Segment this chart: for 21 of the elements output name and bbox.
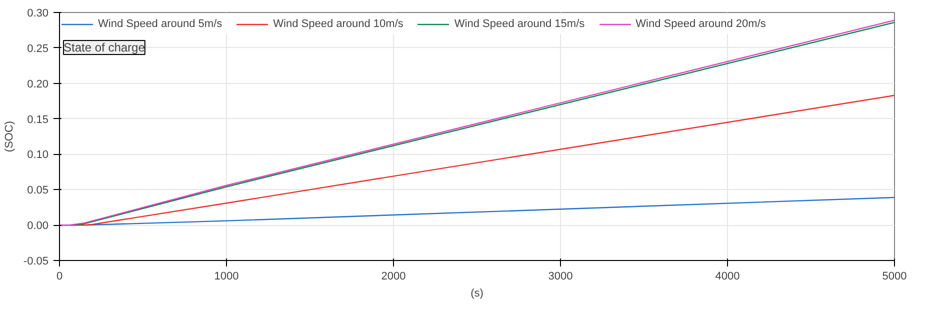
y-tick-label: -0.05 <box>23 256 49 268</box>
x-axis-title: (s) <box>470 288 484 300</box>
x-tick-label: 5000 <box>882 270 907 282</box>
x-tick-label: 3000 <box>548 270 573 282</box>
x-tick-label: 4000 <box>715 270 740 282</box>
x-tick-label: 1000 <box>214 270 239 282</box>
y-tick-label: 0.20 <box>27 78 49 90</box>
y-tick-label: 0.25 <box>27 42 49 55</box>
y-tick-label: 0.10 <box>27 149 49 162</box>
legend-label: Wind Speed around 5m/s <box>98 18 222 30</box>
x-tick-label: 2000 <box>381 270 406 282</box>
legend-label: Wind Speed around 20m/s <box>636 18 766 30</box>
y-tick-label: 0.05 <box>27 184 49 197</box>
x-tick-label: 0 <box>56 270 63 282</box>
annotation: State of charge <box>64 40 146 54</box>
y-tick-label: 0.30 <box>27 8 49 20</box>
y-tick-label: 0.15 <box>27 114 49 126</box>
legend-label: Wind Speed around 10m/s <box>273 18 404 30</box>
legend-label: Wind Speed around 15m/s <box>454 18 585 30</box>
y-tick-label: 0.00 <box>27 220 49 232</box>
y-axis-title: (SOC) <box>3 120 16 152</box>
